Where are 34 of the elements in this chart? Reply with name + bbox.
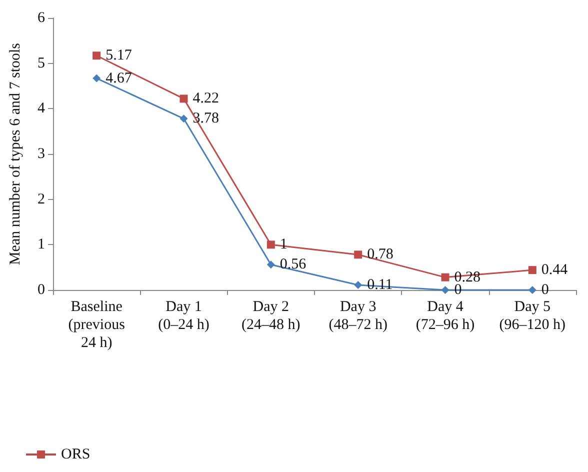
point [92,52,101,60]
x-tick-label: Day 2 (24–48 h) [242,299,300,333]
point [354,281,362,290]
point [441,273,450,282]
y-tick-label: 3 [38,146,45,162]
x-tick-label: Day 1 (0–24 h) [158,299,210,333]
data-label: 0.78 [367,246,394,263]
point [441,286,450,294]
y-tick-label: 5 [38,55,45,72]
point [180,114,188,123]
data-label: 0.56 [280,256,307,273]
point [528,266,536,274]
y-tick-label: 0 [38,282,45,298]
y-tick-label: 6 [38,10,46,26]
data-label: 5.17 [106,48,132,64]
point [528,286,536,294]
y-tick-label: 4 [38,100,46,117]
data-label: 0 [541,282,549,298]
data-label: 4.22 [192,90,219,107]
point [92,74,101,82]
y-axis-title: Mean number of types 6 and 7 stools [8,42,24,266]
y-tick-label: 1 [38,236,45,253]
point [266,240,275,249]
y-tick-label: 2 [38,191,45,208]
x-tick-label: Baseline (previous 24 h) [68,299,126,351]
point [266,260,275,269]
data-label: 0.44 [541,262,568,278]
point [354,250,362,259]
legend-label: ORS [61,446,90,462]
data-label: 4.67 [106,70,132,86]
point [180,94,188,103]
x-tick-label: Day 4 (72–96 h) [416,299,475,333]
x-tick-label: Day 5 (96–120 h) [499,299,566,333]
x-tick-label: Day 3 (48–72 h) [328,299,388,333]
